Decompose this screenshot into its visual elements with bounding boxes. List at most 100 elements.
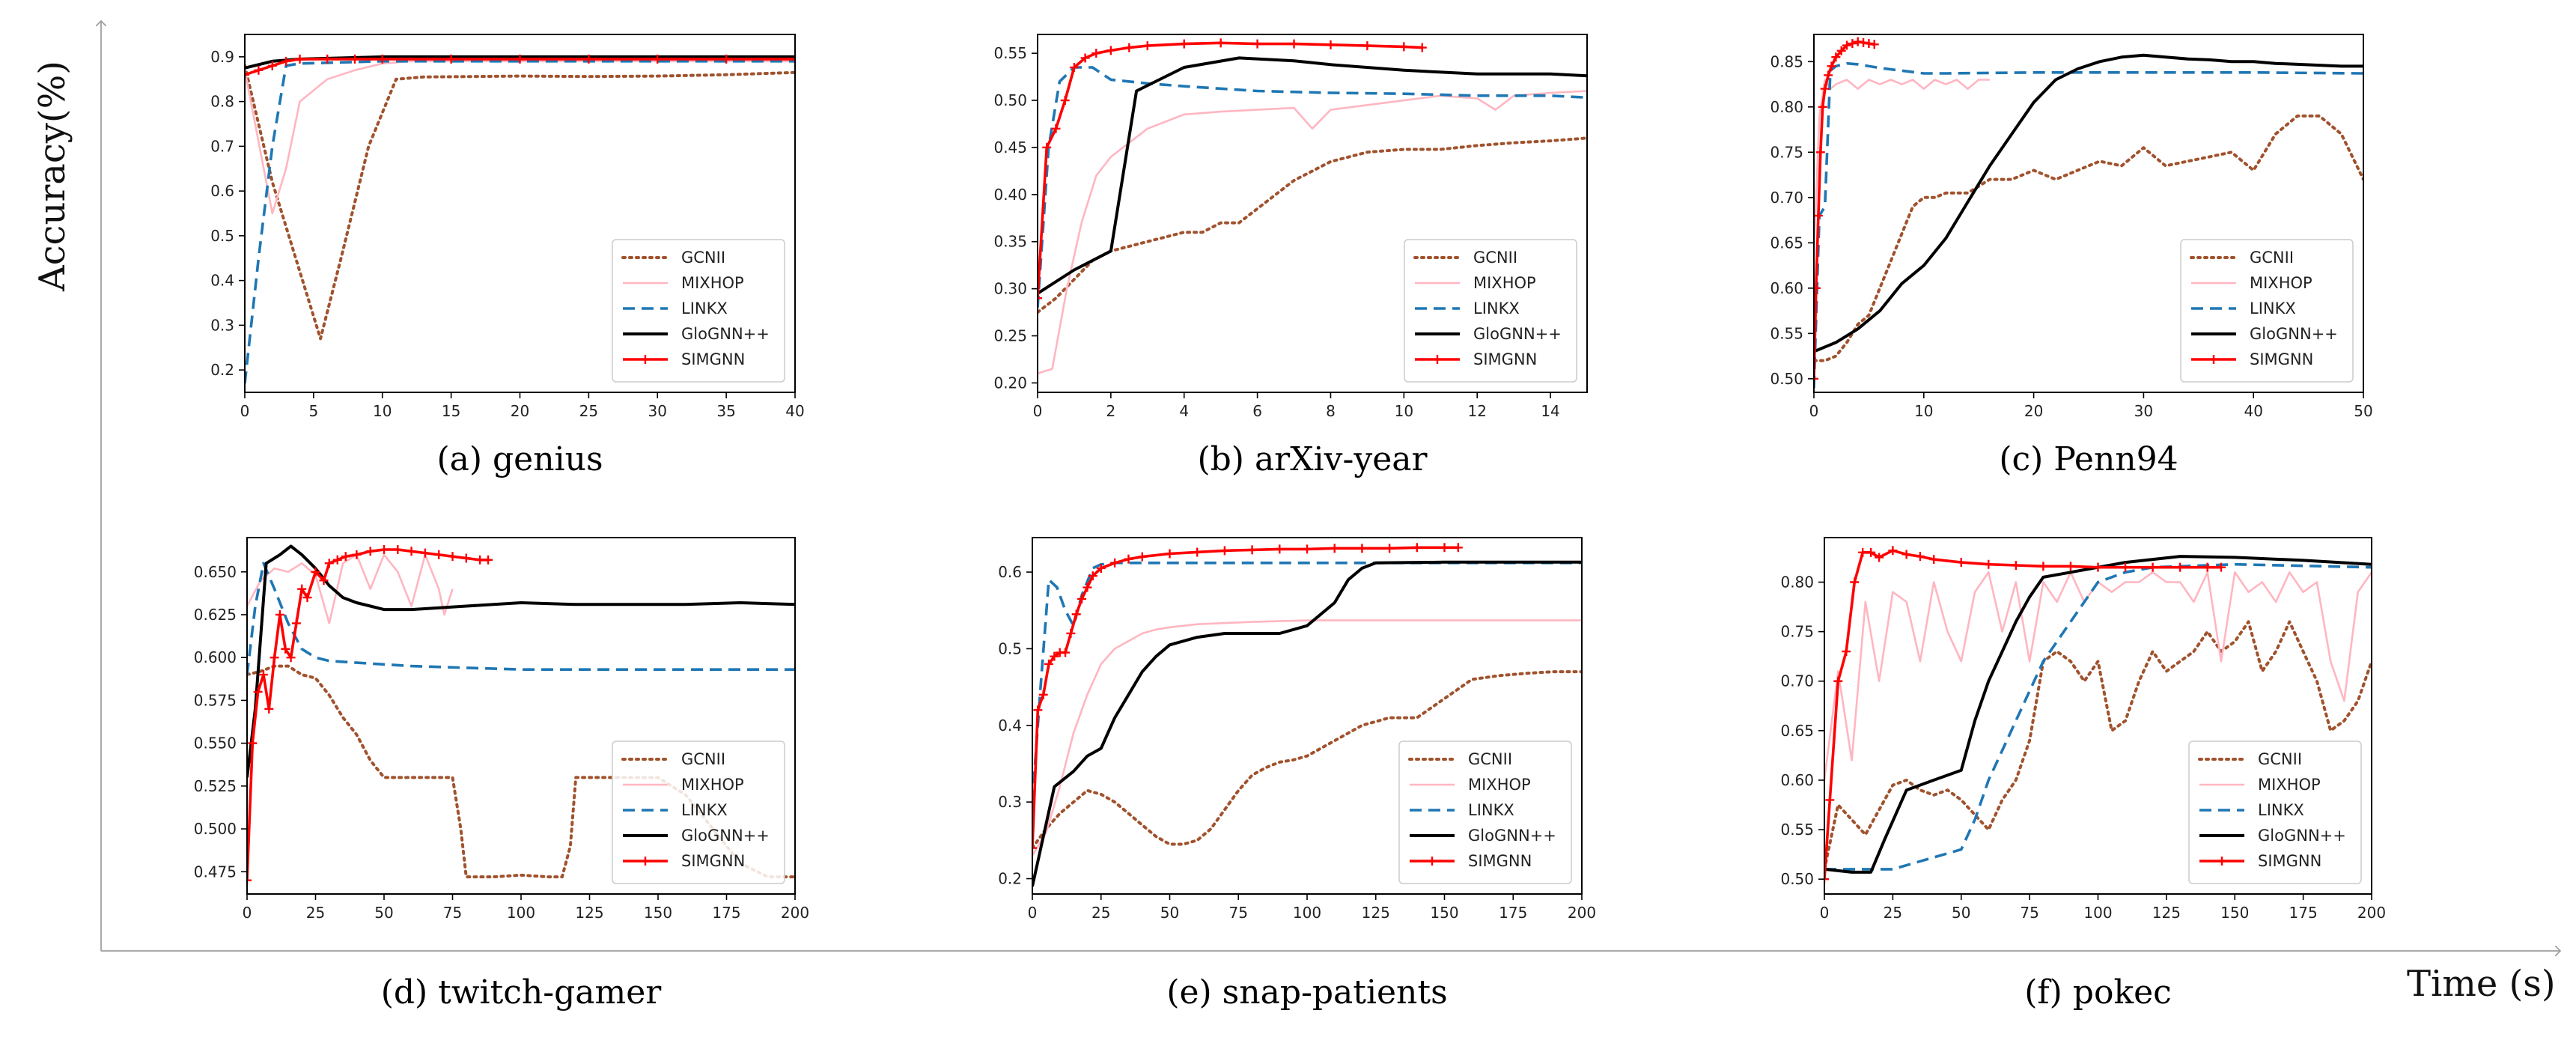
y-tick-label: 0.75: [1770, 143, 1803, 161]
legend-box: [612, 741, 785, 884]
series-marker-simgnn: [1275, 544, 1285, 554]
legend-label: LINKX: [1473, 299, 1520, 317]
series-marker-simgnn: [407, 547, 416, 556]
series-marker-simgnn: [1814, 374, 1818, 383]
legend-box: [1398, 741, 1572, 884]
series-marker-simgnn: [515, 54, 525, 64]
series-marker-simgnn: [1137, 552, 1147, 562]
series-marker-simgnn: [446, 54, 456, 64]
series-marker-simgnn: [1888, 546, 1898, 556]
series-marker-simgnn: [1848, 39, 1857, 49]
series-marker-simgnn: [2065, 562, 2075, 571]
x-tick-label: 200: [781, 904, 809, 922]
y-tick-label: 0.5: [210, 227, 234, 245]
series-marker-simgnn: [281, 56, 291, 66]
legend-box: [1404, 239, 1577, 383]
series-marker-simgnn: [281, 644, 290, 654]
legend-label: LINKX: [2258, 801, 2304, 819]
series-line-simgnn: [247, 548, 489, 881]
series-marker-simgnn: [1330, 544, 1339, 553]
series-marker-simgnn: [1124, 43, 1134, 52]
x-tick-label: 10: [1395, 402, 1413, 420]
series-marker-simgnn: [1853, 37, 1863, 46]
y-tick-label: 0.650: [194, 563, 237, 581]
legend-marker: [2209, 355, 2218, 364]
series-line-simgnn: [1038, 41, 1422, 299]
legend: GCNII MIXHOP LINKX GloGNN++ SIMGNN: [2180, 239, 2354, 383]
y-tick-label: 0.45: [993, 139, 1027, 156]
series-marker-simgnn: [1825, 795, 1835, 805]
series-marker-simgnn: [1060, 96, 1070, 106]
legend-marker: [2217, 857, 2226, 866]
series-marker-simgnn: [2011, 561, 2021, 571]
series-line-linkx: [1038, 66, 1587, 308]
series-line-gcnii: [1814, 114, 2363, 362]
subplot-caption: (a) genius: [436, 440, 603, 478]
subplot-5: 0 25 50 75 100 125 150 175 200 0.2 0.3 0.4 0.5 0.6 GCN…: [998, 537, 1596, 1012]
y-tick-label: 0.70: [1770, 189, 1803, 207]
series-marker-simgnn: [1247, 545, 1257, 555]
subplot-caption: (b) arXiv-year: [1197, 440, 1428, 478]
series-marker-simgnn: [1032, 843, 1037, 853]
y-tick-label: 0.6: [210, 182, 234, 200]
series-marker-simgnn: [286, 653, 296, 663]
legend-label: LINKX: [681, 801, 728, 819]
x-tick-label: 150: [1430, 904, 1458, 922]
y-tick-label: 0.2: [210, 361, 234, 379]
x-tick-label: 50: [1952, 904, 1970, 922]
series-line-glognnplusplus: [1824, 555, 2372, 874]
y-tick-label: 0.60: [1770, 279, 1803, 297]
series-marker-simgnn: [461, 553, 471, 563]
legend-label: GCNII: [1473, 249, 1517, 267]
x-tick-label: 4: [1179, 402, 1189, 420]
series-marker-simgnn: [352, 550, 362, 559]
x-tick-label: 0: [1820, 904, 1830, 922]
legend-label: GCNII: [2258, 750, 2302, 768]
series-marker-simgnn: [297, 584, 307, 594]
series-marker-simgnn: [332, 555, 342, 565]
legend-label: GCNII: [681, 750, 725, 768]
series-marker-simgnn: [1216, 38, 1225, 48]
series-marker-simgnn: [653, 54, 663, 64]
series-marker-simgnn: [1357, 544, 1367, 553]
x-tick-label: 125: [575, 904, 603, 922]
legend-label: GCNII: [2250, 249, 2294, 267]
y-tick-label: 0.80: [1780, 574, 1814, 592]
legend-label: MIXHOP: [681, 776, 744, 794]
series-marker-simgnn: [1252, 39, 1262, 49]
legend-label: SIMGNN: [2258, 852, 2321, 870]
x-tick-label: 35: [716, 402, 735, 420]
series-marker-simgnn: [295, 54, 305, 64]
legend-marker: [641, 857, 650, 866]
series-marker-simgnn: [1864, 39, 1874, 49]
legend-label: GloGNN++: [2250, 325, 2338, 343]
series-marker-simgnn: [584, 54, 594, 64]
subplot-caption: (d) twitch-gamer: [381, 973, 663, 1012]
series-marker-simgnn: [722, 54, 731, 64]
series-line-glognnplusplus: [1038, 56, 1587, 295]
series-marker-simgnn: [248, 738, 258, 748]
series-marker-simgnn: [1824, 875, 1829, 884]
series-marker-simgnn: [1818, 102, 1827, 112]
y-tick-label: 0.3: [998, 793, 1022, 811]
x-axis-title: Time (s): [2407, 963, 2556, 1005]
series-marker-simgnn: [267, 61, 277, 70]
plot-frame: [1037, 34, 1588, 393]
series-group: [1038, 38, 1587, 375]
y-tick-label: 0.65: [1770, 234, 1803, 252]
series-marker-simgnn: [1814, 283, 1821, 293]
x-tick-label: 25: [306, 904, 325, 922]
y-tick-label: 0.65: [1780, 722, 1814, 740]
series-marker-simgnn: [1061, 648, 1071, 657]
legend-label: SIMGNN: [1468, 852, 1532, 870]
series-marker-simgnn: [1824, 70, 1833, 80]
x-tick-label: 40: [785, 402, 804, 420]
series-marker-simgnn: [1124, 554, 1133, 564]
series-marker-simgnn: [1289, 39, 1299, 49]
series-marker-simgnn: [1088, 571, 1097, 581]
series-marker-simgnn: [2121, 562, 2131, 572]
legend-box: [2188, 741, 2362, 884]
series-marker-simgnn: [1220, 546, 1229, 556]
series-marker-simgnn: [1038, 690, 1048, 699]
